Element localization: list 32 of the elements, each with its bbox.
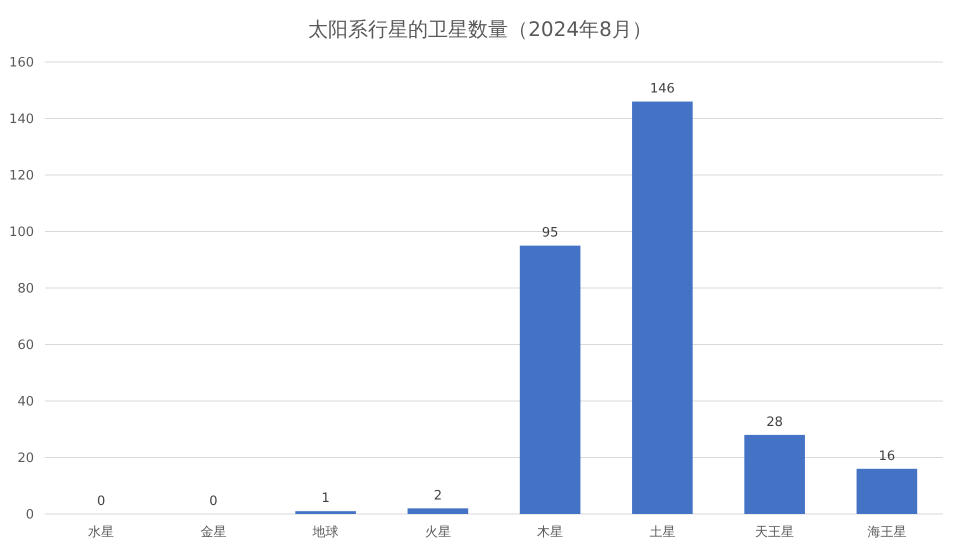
y-tick-label: 20 (17, 451, 34, 466)
x-tick-label: 海王星 (867, 525, 906, 540)
y-tick-label: 120 (9, 168, 34, 184)
x-tick-label: 金星 (200, 525, 226, 540)
y-tick-label: 80 (17, 282, 34, 296)
x-tick-label: 木星 (537, 525, 564, 540)
x-tick-label: 水星 (88, 525, 114, 540)
x-tick-label: 天王星 (755, 525, 794, 540)
y-tick-label: 0 (26, 508, 34, 522)
y-tick-label: 100 (9, 225, 34, 240)
data-label: 16 (878, 448, 896, 464)
data-label: 95 (542, 226, 558, 241)
y-tick-label: 40 (17, 394, 34, 410)
bar (744, 434, 805, 514)
data-label: 0 (96, 494, 106, 509)
data-label: 28 (766, 414, 783, 430)
y-tick-label: 60 (17, 338, 34, 353)
bar (408, 508, 468, 514)
x-tick-label: 火星 (424, 525, 451, 540)
y-tick-label: 140 (9, 112, 34, 127)
data-label: 1 (321, 491, 330, 506)
x-tick-label: 地球 (312, 525, 339, 540)
x-tick-label: 土星 (649, 525, 676, 540)
data-label: 0 (209, 494, 218, 509)
data-label: 2 (434, 488, 442, 504)
bar (632, 102, 693, 514)
bar (856, 468, 918, 514)
y-tick-label: 160 (9, 56, 34, 70)
chart-title: 太阳系行星的卫星数量（2024年8月） (308, 17, 652, 41)
data-label: 146 (650, 82, 675, 97)
bar (295, 511, 356, 514)
bar (520, 246, 580, 514)
